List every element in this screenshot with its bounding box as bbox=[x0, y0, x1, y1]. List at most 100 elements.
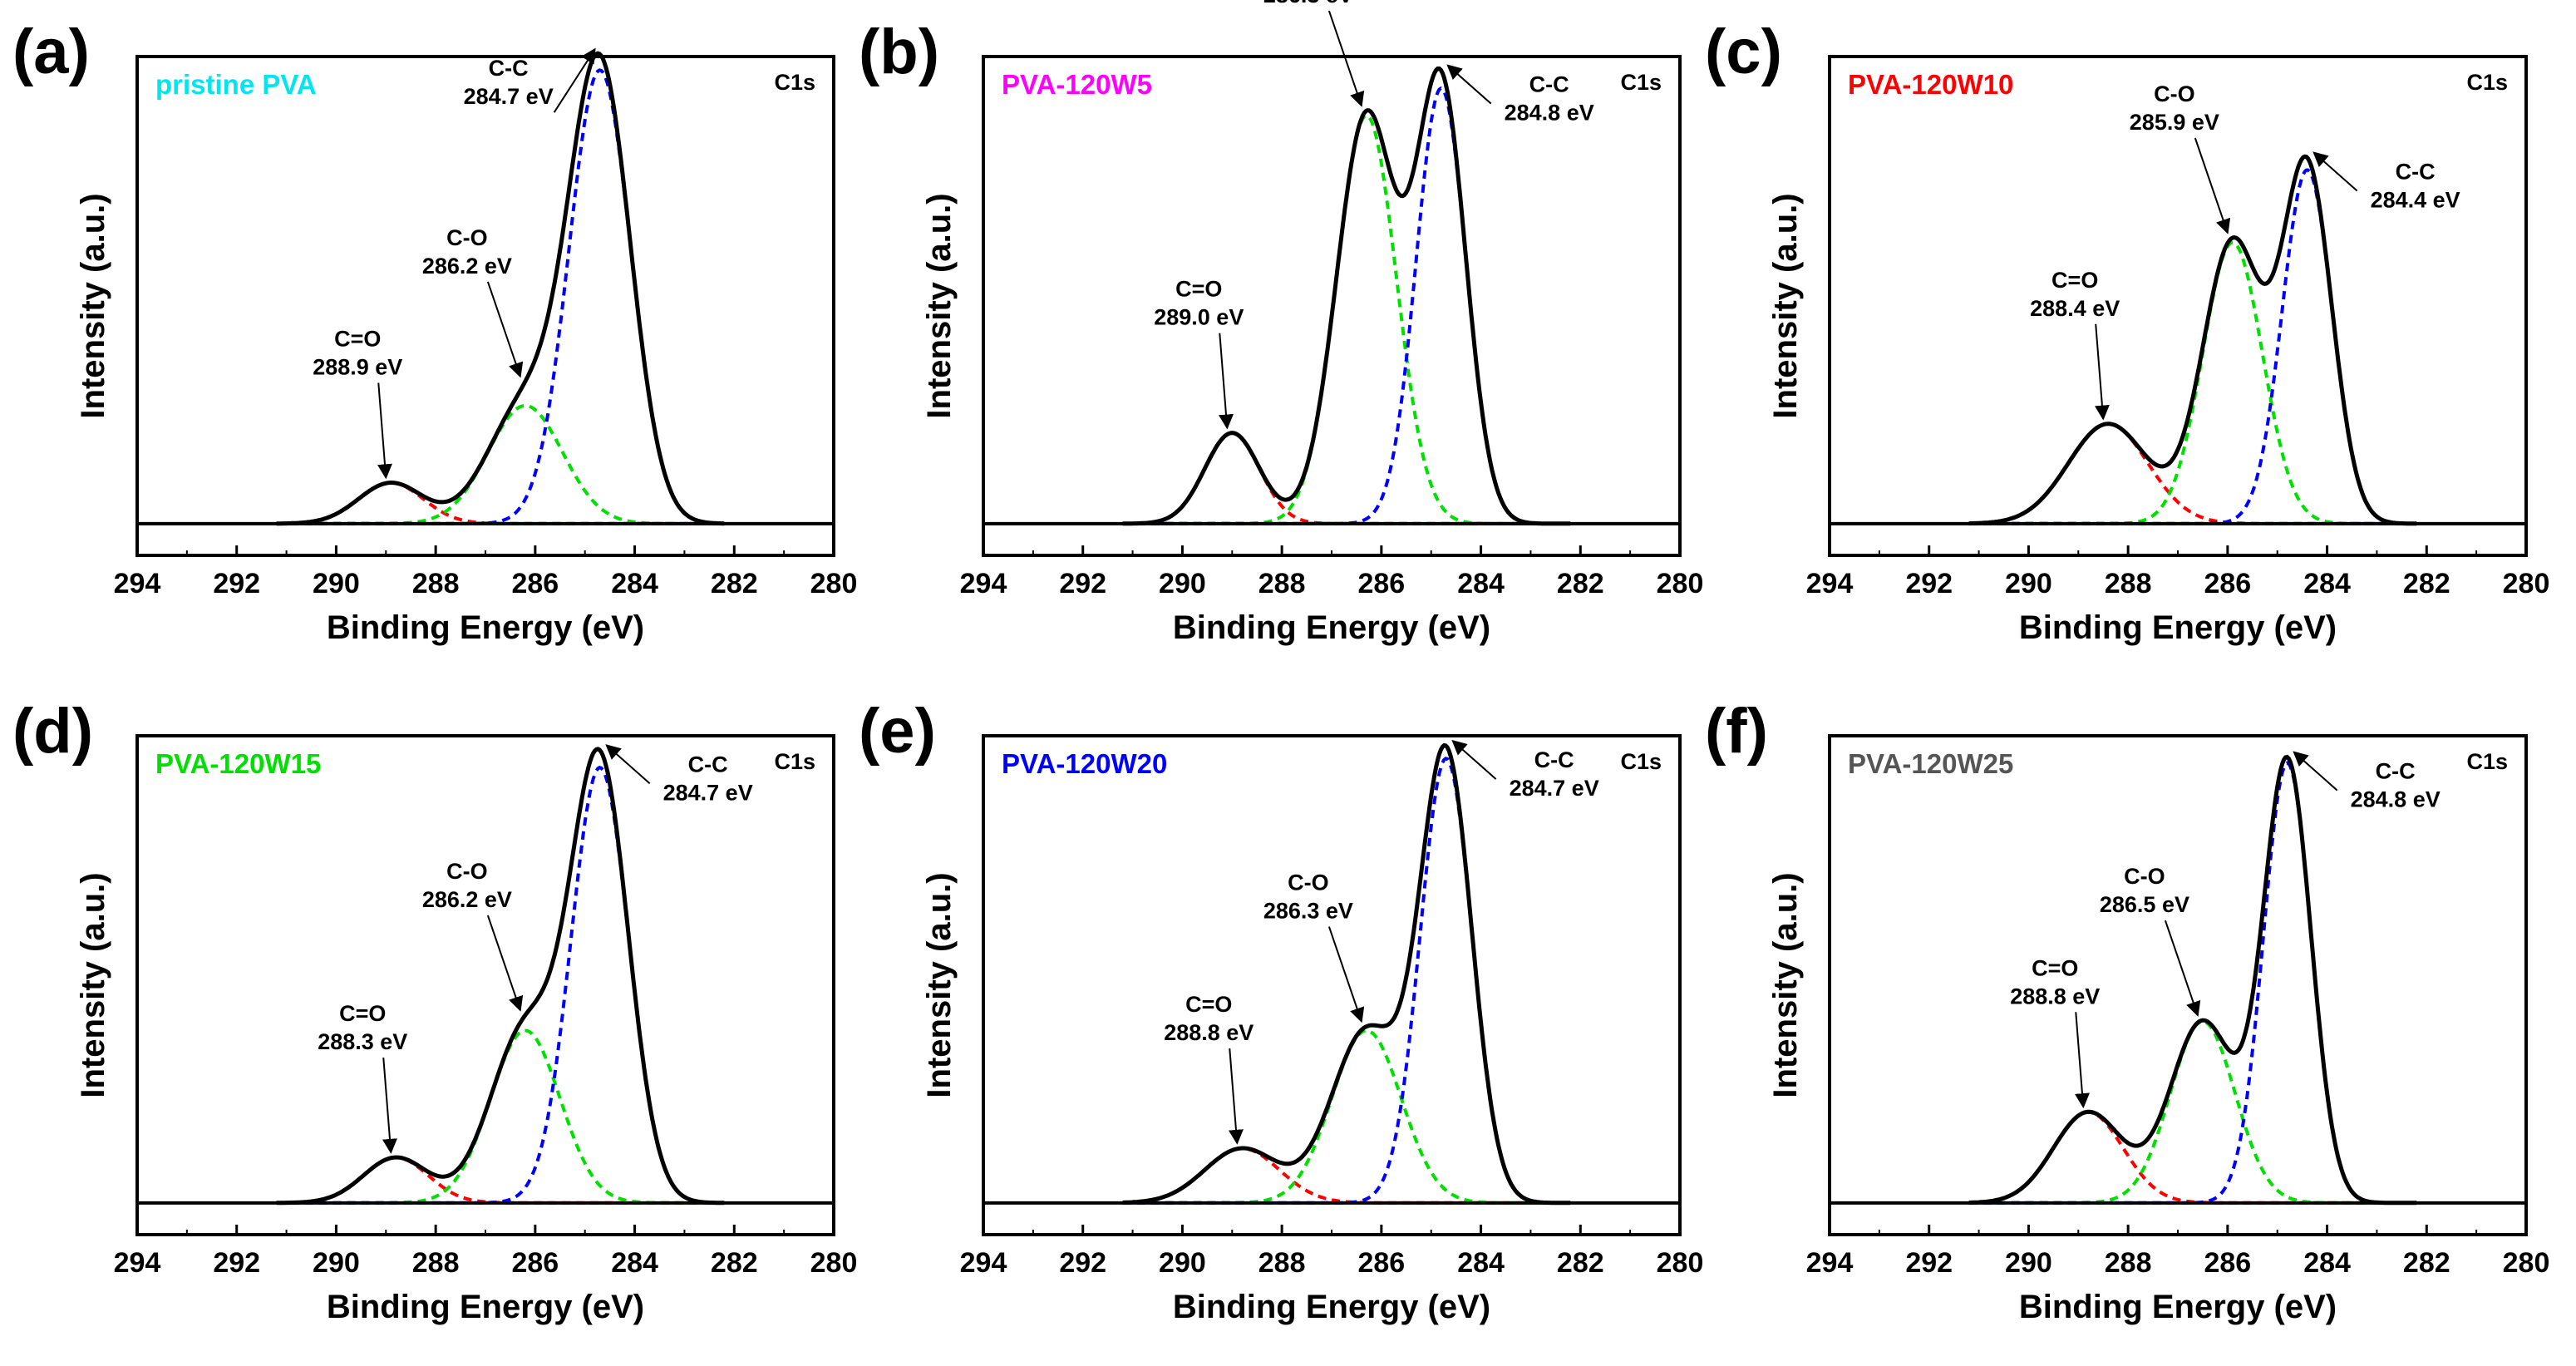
sample-label: pristine PVA bbox=[155, 69, 317, 100]
x-tick-label: 294 bbox=[114, 1247, 161, 1279]
annotation-arrow bbox=[1229, 1048, 1244, 1145]
envelope-curve bbox=[1122, 67, 1571, 526]
annotation-arrow bbox=[2194, 137, 2231, 234]
x-tick-label: 288 bbox=[2105, 568, 2152, 599]
annotation-label: C-O bbox=[446, 225, 488, 250]
x-tick-label: 288 bbox=[412, 568, 460, 599]
x-axis-title: Binding Energy (eV) bbox=[1173, 1289, 1490, 1325]
annotation-label: C-O bbox=[2124, 864, 2165, 889]
y-axis-title: Intensity (a.u.) bbox=[1767, 193, 1804, 418]
sample-label: PVA-120W25 bbox=[1848, 748, 2013, 779]
envelope-curve bbox=[1968, 154, 2417, 526]
annotation-arrow bbox=[1446, 64, 1492, 105]
peak-c-o-component bbox=[1122, 431, 1571, 525]
core-level-label: C1s bbox=[2466, 749, 2508, 774]
panel-c: 294 292 290 288 286 284 282 280 Binding Energy (… bbox=[1705, 17, 2549, 646]
annotation-c-c: C-C 284.8 eV bbox=[1446, 64, 1594, 126]
x-tick-label: 292 bbox=[1905, 1247, 1953, 1279]
x-axis-title: Binding Energy (eV) bbox=[1173, 609, 1490, 646]
core-level-label: C1s bbox=[1620, 749, 1662, 774]
annotation-label: C-C bbox=[2376, 759, 2416, 784]
y-axis-title: Intensity (a.u.) bbox=[75, 193, 111, 418]
x-tick-label: 288 bbox=[1258, 568, 1306, 599]
peak-c-o-component bbox=[276, 481, 725, 525]
x-tick-label: 280 bbox=[2503, 568, 2550, 599]
annotation-label: C=O bbox=[1185, 992, 1232, 1017]
x-tick-label: 294 bbox=[960, 568, 1007, 599]
annotation-label: C-C bbox=[1534, 747, 1574, 772]
peak-c-c-component bbox=[1968, 761, 2417, 1205]
plot-frame bbox=[135, 55, 835, 557]
annotation-arrow bbox=[377, 382, 392, 480]
annotation-arrow bbox=[1219, 333, 1234, 430]
x-tick-label: 292 bbox=[1059, 568, 1106, 599]
x-tick-label: 282 bbox=[1557, 1247, 1604, 1279]
x-tick-label: 286 bbox=[1357, 1247, 1405, 1279]
annotation-value: 286.5 eV bbox=[2100, 892, 2189, 917]
x-axis-title: Binding Energy (eV) bbox=[327, 609, 644, 646]
x-tick-label: 294 bbox=[114, 568, 161, 599]
panel-e: 294 292 290 288 286 284 282 280 Binding Energy (… bbox=[859, 696, 1703, 1325]
sample-label: PVA-120W20 bbox=[1002, 748, 1167, 779]
annotation-label: C-O bbox=[1288, 870, 1329, 895]
panel-b: 294 292 290 288 286 284 282 280 Binding Energy (… bbox=[859, 0, 1703, 646]
peak-c-c-component bbox=[1122, 757, 1571, 1205]
annotation-c-o: C=O 289.0 eV bbox=[1154, 277, 1244, 430]
annotation-arrow bbox=[2293, 751, 2338, 791]
annotation-label: C-C bbox=[2396, 160, 2436, 185]
sample-label: PVA-120W5 bbox=[1002, 69, 1152, 100]
panel-d: 294 292 290 288 286 284 282 280 Binding Energy (… bbox=[12, 696, 857, 1325]
core-level-label: C1s bbox=[774, 749, 815, 774]
envelope-curve bbox=[276, 51, 725, 526]
annotation-label: C=O bbox=[1175, 277, 1222, 302]
annotation-value: 288.9 eV bbox=[313, 355, 402, 380]
x-tick-label: 292 bbox=[1905, 568, 1953, 599]
peak-c-c-component bbox=[276, 68, 725, 525]
annotation-c-o: C-O 286.5 eV bbox=[2100, 864, 2201, 1017]
annotation-arrow bbox=[382, 1057, 397, 1154]
plot-frame bbox=[982, 734, 1682, 1236]
annotation-arrow bbox=[1327, 926, 1365, 1023]
annotation-value: 288.8 eV bbox=[1164, 1020, 1254, 1045]
panel-letter: (d) bbox=[12, 696, 93, 767]
x-tick-label: 282 bbox=[2403, 1247, 2450, 1279]
annotation-arrow bbox=[553, 47, 596, 113]
sample-label: PVA-120W10 bbox=[1848, 69, 2013, 100]
x-tick-label: 282 bbox=[1557, 568, 1604, 599]
core-level-label: C1s bbox=[1620, 70, 1662, 95]
annotation-label: C=O bbox=[2051, 268, 2098, 293]
annotation-c-c: C-C 284.7 eV bbox=[464, 47, 596, 113]
x-tick-label: 286 bbox=[1357, 568, 1405, 599]
x-tick-label: 282 bbox=[2403, 568, 2450, 599]
envelope-curve bbox=[1968, 754, 2417, 1206]
x-tick-label: 294 bbox=[1806, 568, 1854, 599]
x-tick-label: 280 bbox=[1657, 1247, 1704, 1279]
panel-f: 294 292 290 288 286 284 282 280 Binding Energy (… bbox=[1705, 696, 2549, 1325]
annotation-c-c: C-C 284.4 eV bbox=[2312, 151, 2460, 213]
panel-letter: (a) bbox=[12, 17, 90, 87]
y-axis-title: Intensity (a.u.) bbox=[921, 872, 958, 1097]
x-tick-label: 288 bbox=[412, 1247, 460, 1279]
x-tick-label: 294 bbox=[1806, 1247, 1854, 1279]
annotation-value: 289.0 eV bbox=[1154, 305, 1244, 330]
envelope-curve bbox=[276, 747, 725, 1206]
x-tick-label: 284 bbox=[2303, 1247, 2351, 1279]
annotation-value: 284.4 eV bbox=[2371, 188, 2460, 213]
annotation-c-o: C=O 288.8 eV bbox=[1164, 992, 1254, 1145]
x-tick-label: 282 bbox=[711, 568, 758, 599]
annotation-label: C=O bbox=[2032, 955, 2078, 980]
panel-letter: (f) bbox=[1705, 696, 1768, 767]
annotation-c-o: C-O 285.9 eV bbox=[2130, 81, 2231, 234]
x-tick-label: 286 bbox=[2204, 1247, 2251, 1279]
y-axis-title: Intensity (a.u.) bbox=[1767, 872, 1804, 1097]
annotation-label: C-C bbox=[688, 752, 728, 777]
panel-letter: (c) bbox=[1705, 17, 1782, 87]
x-tick-label: 284 bbox=[1457, 1247, 1505, 1279]
annotation-c-o: C=O 288.8 eV bbox=[2010, 955, 2100, 1109]
annotation-arrow bbox=[486, 281, 524, 378]
peak-c-o-component bbox=[276, 1156, 725, 1205]
annotation-value: 284.7 eV bbox=[663, 780, 753, 805]
x-tick-label: 290 bbox=[2005, 568, 2052, 599]
y-axis-title: Intensity (a.u.) bbox=[75, 872, 111, 1097]
